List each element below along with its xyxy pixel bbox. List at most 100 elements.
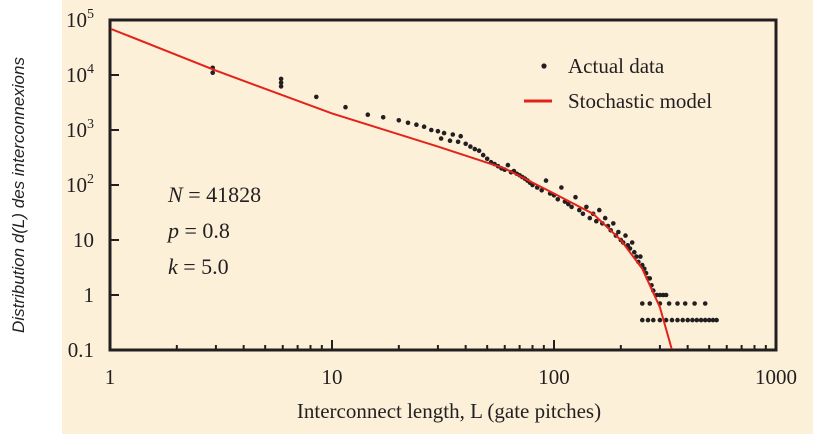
- parameter-p: p = 0.8: [166, 218, 230, 243]
- data-point: [365, 112, 371, 117]
- parameter-N: N = 41828: [167, 182, 261, 207]
- data-point: [698, 317, 704, 323]
- data-point: [435, 128, 441, 134]
- data-point: [505, 162, 511, 168]
- y-axis: 0.1 1 10 102 103 104 105: [66, 7, 119, 362]
- y-tick-label: 103: [66, 117, 94, 142]
- data-point: [447, 138, 453, 143]
- x-axis: 1 10 100 1000: [105, 340, 797, 389]
- data-point: [480, 152, 486, 158]
- data-point: [645, 317, 651, 323]
- y-tick-label: 105: [66, 7, 94, 32]
- x-axis-title: Interconnect length, L (gate pitches): [297, 399, 601, 423]
- data-point: [543, 178, 549, 183]
- data-point: [569, 204, 574, 210]
- data-point: [657, 317, 663, 323]
- data-point: [314, 94, 319, 100]
- data-point: [657, 292, 663, 298]
- data-point: [675, 317, 680, 323]
- data-point: [573, 194, 578, 200]
- legend-marker-dot: [541, 63, 547, 69]
- data-point: [580, 211, 586, 217]
- data-point: [587, 215, 593, 221]
- x-tick-label: 10: [322, 365, 343, 389]
- data-point: [663, 292, 669, 298]
- data-point: [640, 301, 645, 306]
- data-point: [651, 317, 656, 323]
- legend-label: Actual data: [568, 54, 665, 78]
- data-point: [640, 317, 645, 323]
- data-point: [647, 276, 653, 281]
- x-tick-label: 1: [105, 365, 116, 389]
- data-point: [632, 249, 637, 255]
- data-point: [597, 207, 602, 213]
- data-point: [690, 317, 695, 323]
- data-point: [685, 317, 690, 323]
- data-point: [405, 120, 411, 126]
- y-tick-label: 10: [73, 228, 94, 252]
- data-point: [343, 104, 348, 110]
- data-point: [472, 146, 478, 152]
- data-point: [559, 185, 564, 190]
- data-point: [611, 221, 616, 226]
- data-point: [463, 141, 469, 147]
- data-point: [555, 197, 561, 202]
- data-point: [468, 144, 473, 149]
- data-point: [566, 201, 571, 207]
- x-tick-label: 100: [538, 365, 570, 389]
- data-point: [629, 240, 635, 245]
- y-tick-label: 102: [66, 172, 94, 197]
- data-point: [577, 207, 582, 213]
- data-point: [278, 76, 284, 82]
- data-point: [702, 301, 708, 306]
- model-series: [111, 27, 673, 349]
- y-tick-label: 1: [84, 283, 95, 307]
- data-point: [539, 188, 544, 193]
- data-point: [278, 84, 284, 89]
- data-point: [647, 301, 653, 306]
- data-point: [584, 204, 589, 210]
- data-point: [458, 133, 464, 139]
- parameters: N = 41828 p = 0.8 k = 5.0: [166, 182, 261, 279]
- x-tick-label: 1000: [755, 365, 797, 389]
- data-point: [616, 229, 621, 235]
- data-point: [441, 130, 447, 136]
- data-point: [278, 80, 284, 86]
- data-point: [663, 317, 669, 323]
- data-point: [455, 139, 461, 145]
- data-point: [714, 317, 719, 323]
- data-point: [484, 156, 490, 162]
- data-point: [694, 317, 700, 323]
- data-point: [706, 317, 712, 323]
- y-tick-label: 0.1: [68, 338, 94, 362]
- legend-label: Stochastic model: [568, 89, 712, 113]
- chart-background: [62, 0, 813, 434]
- data-point: [669, 317, 675, 323]
- y-tick-label: 104: [66, 62, 94, 87]
- data-point: [594, 218, 599, 224]
- data-point: [450, 132, 456, 137]
- y-axis-title: Distribution d(L) des interconnexions: [9, 57, 28, 333]
- parameter-k: k = 5.0: [168, 254, 229, 279]
- data-point: [380, 115, 386, 120]
- model-line: [111, 27, 673, 349]
- data-point: [210, 70, 215, 75]
- data-point: [710, 317, 716, 323]
- data-point: [421, 124, 427, 129]
- data-point: [666, 301, 672, 306]
- data-point: [680, 317, 685, 323]
- legend: Actual data Stochastic model: [524, 54, 712, 113]
- data-point: [602, 215, 608, 221]
- data-point: [638, 254, 643, 259]
- data-point: [438, 136, 444, 141]
- data-point: [682, 301, 688, 306]
- data-point: [429, 127, 434, 133]
- data-point: [414, 122, 419, 127]
- data-point: [476, 148, 482, 153]
- data-point: [702, 317, 708, 323]
- data-point: [396, 118, 402, 123]
- data-point: [675, 301, 680, 306]
- data-point: [623, 233, 628, 238]
